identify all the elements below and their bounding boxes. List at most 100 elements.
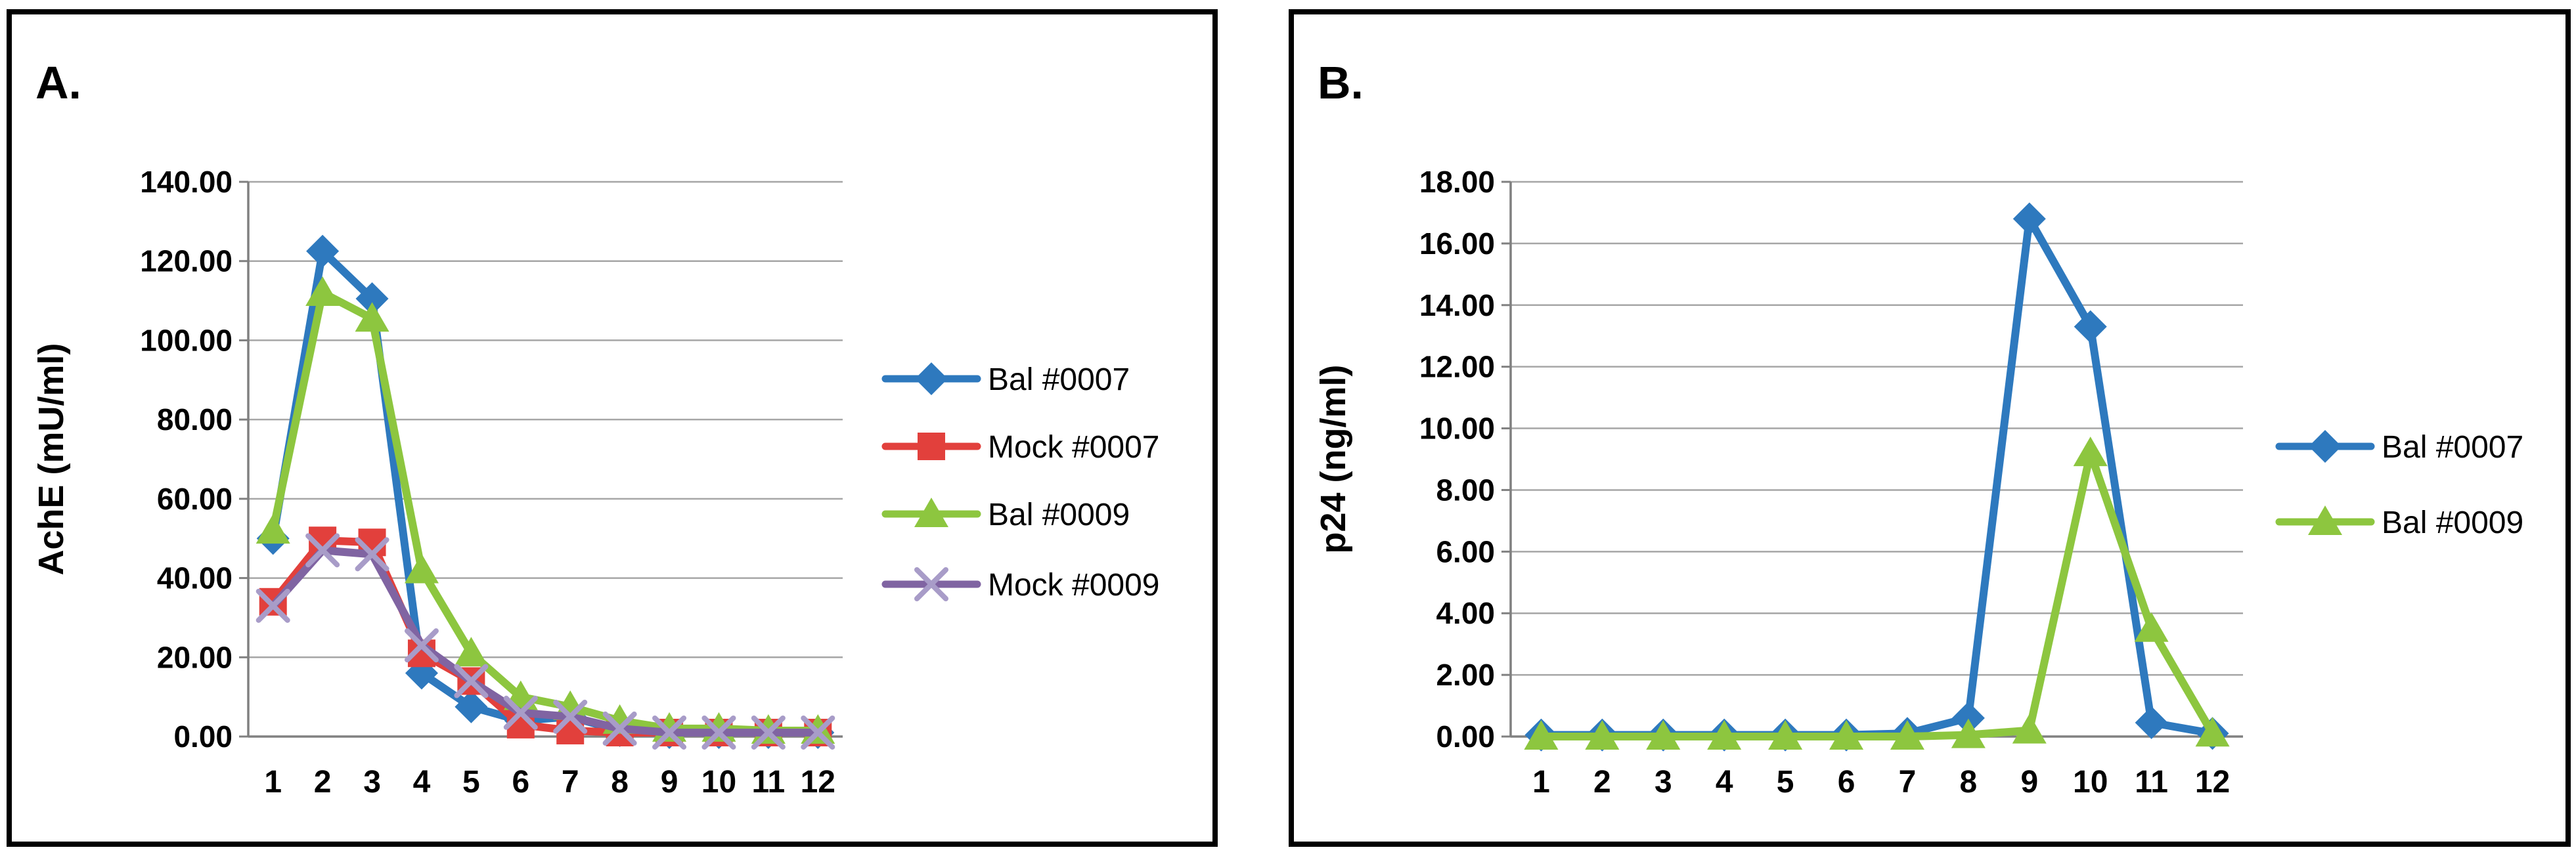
legend-item-bal-0007: Bal #0007 <box>2275 430 2523 465</box>
panel-a: A. 0.00 20.00 40.00 60.00 80.00 100.00 120.00 14… <box>7 9 1218 847</box>
series-marker-bal-0009 <box>305 276 340 306</box>
series-marker-mock-0009 <box>652 715 687 750</box>
y-tick-label: 18.00 <box>1419 165 1495 199</box>
x-tick-label: 6 <box>512 765 529 800</box>
legend-item-mock-0007: Mock #0007 <box>881 430 1160 465</box>
legend-item-bal-0007: Bal #0007 <box>881 362 1130 397</box>
x-tick-label: 4 <box>1716 765 1733 800</box>
series-marker-bal-0007 <box>306 234 340 268</box>
series-marker-bal-0009 <box>1890 720 1924 750</box>
y-tick-label: 12.00 <box>1419 350 1495 384</box>
x-tick-label: 5 <box>1777 765 1794 800</box>
legend-swatch-marker <box>914 498 948 527</box>
x-tick-label: 1 <box>1532 765 1550 800</box>
legend-item-bal-0009: Bal #0009 <box>2275 505 2523 540</box>
series-marker-bal-0009 <box>255 514 290 544</box>
series-marker-bal-0007 <box>455 690 488 723</box>
x-tick-label: 1 <box>264 765 282 800</box>
legend: Bal #0007 Bal #0009 <box>2275 430 2523 540</box>
legend-swatch-marker <box>918 433 945 460</box>
series-marker-bal-0007 <box>2012 202 2046 236</box>
legend: Bal #0007 Mock #0007 Bal #0009 Mock #0009 <box>881 362 1160 603</box>
x-tick-label: 9 <box>2020 765 2038 800</box>
legend-item-mock-0009: Mock #0009 <box>881 567 1160 603</box>
series-line-bal-0007 <box>269 247 822 737</box>
x-tick-label: 2 <box>314 765 332 800</box>
y-tick-label: 20.00 <box>157 640 233 674</box>
series-marker-mock-0009 <box>553 699 588 734</box>
x-tick-label: 7 <box>562 765 579 800</box>
legend-label: Bal #0007 <box>2382 430 2523 465</box>
series-marker-mock-0009 <box>404 628 439 663</box>
y-tick-label: 16.00 <box>1419 226 1495 261</box>
chart-svg-b: B. 0.00 2.00 4.00 6.00 8.00 10.00 12.00 14.00 16.… <box>1314 57 2523 800</box>
legend-label: Bal #0009 <box>988 498 1130 532</box>
y-tick-label: 14.00 <box>1419 288 1495 322</box>
y-tick-label: 140.00 <box>140 165 233 199</box>
legend-label: Mock #0007 <box>988 430 1160 465</box>
legend-swatch-marker <box>2309 430 2342 463</box>
x-tick-label: 7 <box>1899 765 1917 800</box>
legend-label: Bal #0007 <box>988 362 1130 397</box>
x-tick-label: 3 <box>363 765 381 800</box>
y-tick-label: 40.00 <box>157 561 233 595</box>
legend-label: Mock #0009 <box>988 568 1160 603</box>
series-marker-mock-0009 <box>602 711 637 746</box>
series-marker-bal-0007 <box>355 282 389 316</box>
x-tick-label: 9 <box>661 765 678 800</box>
series-line-mock-0009 <box>269 546 822 737</box>
y-tick-label: 80.00 <box>157 402 233 437</box>
x-tick-label: 11 <box>2135 765 2168 800</box>
chart-svg-a: A.0.0020.0040.0060.0080.00100.00120.0014… <box>32 57 1160 800</box>
series-marker-bal-0009 <box>454 637 489 667</box>
y-axis-title: p24 (ng/ml) <box>1314 364 1353 553</box>
series-marker-bal-0009 <box>1707 720 1742 750</box>
series-marker-mock-0009 <box>751 715 786 750</box>
series-marker-bal-0009 <box>1829 720 1864 750</box>
x-tick-label: 8 <box>1960 765 1978 800</box>
panel-label: B. <box>1318 57 1364 108</box>
series-marker-mock-0009 <box>454 664 489 698</box>
series-line-bal-0009 <box>1537 449 2217 740</box>
series-marker-bal-0009 <box>2195 717 2230 747</box>
series-marker-bal-0009 <box>1585 720 1620 750</box>
legend-item-bal-0009: Bal #0009 <box>881 498 1130 532</box>
y-tick-label: 2.00 <box>1436 658 1495 692</box>
x-tick-label: 6 <box>1838 765 1855 800</box>
x-tick-label: 12 <box>801 765 835 800</box>
series-marker-bal-0009 <box>2073 437 2108 467</box>
panel-label: A. <box>35 57 81 108</box>
y-tick-label: 60.00 <box>157 482 233 516</box>
series-marker-bal-0009 <box>1524 720 1559 750</box>
y-tick-label: 8.00 <box>1436 473 1495 507</box>
series-marker-mock-0009 <box>701 715 736 750</box>
legend-swatch-marker <box>2308 505 2342 535</box>
y-tick-label: 120.00 <box>140 244 233 278</box>
x-tick-label: 12 <box>2195 765 2230 800</box>
series-marker-mock-0009 <box>355 537 389 572</box>
legend-swatch-marker <box>915 362 948 395</box>
series-marker-mock-0009 <box>503 695 538 730</box>
series-marker-bal-0007 <box>2135 706 2168 739</box>
series-marker-bal-0007 <box>2074 310 2107 343</box>
series-line-bal-0009 <box>269 289 822 735</box>
series-marker-bal-0009 <box>404 553 439 584</box>
series-marker-mock-0009 <box>801 715 835 750</box>
series-marker-bal-0009 <box>2012 714 2047 744</box>
x-tick-label: 4 <box>413 765 431 800</box>
y-axis-title: AchE (mU/ml) <box>32 343 71 575</box>
legend-label: Bal #0009 <box>2382 505 2523 540</box>
x-tick-label: 8 <box>611 765 629 800</box>
series-marker-bal-0009 <box>1768 720 1803 750</box>
y-tick-label: 10.00 <box>1419 412 1495 446</box>
series-marker-bal-0009 <box>1951 718 1986 748</box>
x-tick-label: 10 <box>701 765 736 800</box>
x-tick-label: 5 <box>462 765 480 800</box>
y-tick-label: 0.00 <box>173 719 233 754</box>
x-tick-label: 3 <box>1654 765 1672 800</box>
series-line-bal-0007 <box>1537 215 2217 739</box>
panel-b: B. 0.00 2.00 4.00 6.00 8.00 10.00 12.00 14.00 16.… <box>1289 9 2571 847</box>
x-tick-label: 11 <box>752 765 786 800</box>
series-marker-bal-0009 <box>1646 720 1681 750</box>
